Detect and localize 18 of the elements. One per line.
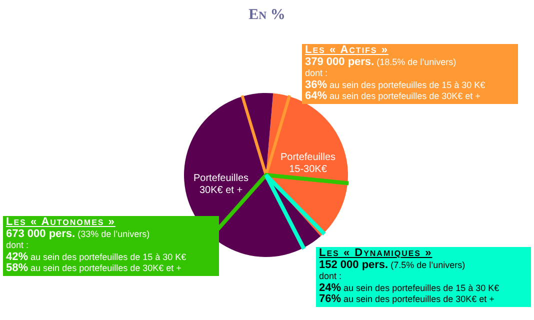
text: dont : [319, 271, 343, 282]
text: Les « Dynamiques » [319, 247, 434, 260]
slice-label: Portefeuilles 15-30K€ [280, 152, 336, 175]
text: 379 000 pers. (18.5% de l’univers) [305, 56, 458, 68]
chart-title: En % [248, 7, 286, 24]
text: Les « Autonomes » [6, 216, 116, 228]
text: dont : [305, 68, 329, 80]
text: 58% au sein des portefeuilles de 30K€ et + [6, 262, 182, 274]
text: 673 000 pers. (33% de l’univers) [6, 228, 151, 240]
text: 64% au sein des portefeuilles de 30K€ et + [305, 90, 482, 102]
slice-label: Portefeuilles 30K€ et + [193, 172, 249, 196]
text: 152 000 pers. (7.5% de l’univers) [319, 258, 466, 271]
text: 24% au sein des portefeuilles de 15 à 30 K€ [319, 282, 500, 294]
text: 42% au sein des portefeuilles de 15 à 30 K€ [6, 250, 188, 263]
text: 76% au sein des portefeuilles de 30K€ et + [319, 293, 496, 306]
text: dont : [6, 240, 30, 252]
text: Les « Actifs » [305, 44, 390, 56]
text: 36% au sein des portefeuilles de 15 à 30 K€ [305, 78, 486, 91]
